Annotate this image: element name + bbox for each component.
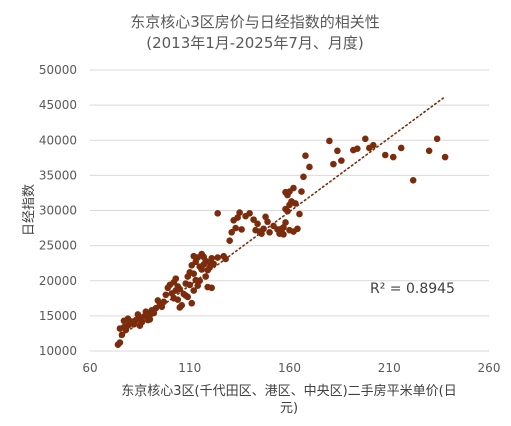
data-point: [389, 153, 397, 161]
x-tick-label: 210: [378, 361, 401, 375]
y-tick-label: 45000: [39, 98, 77, 112]
data-point: [354, 145, 361, 152]
data-point: [176, 304, 184, 311]
data-point: [202, 273, 210, 280]
data-point: [214, 254, 221, 261]
data-points: [114, 135, 449, 348]
data-point: [116, 339, 124, 346]
data-point: [296, 210, 303, 218]
data-point: [232, 224, 239, 232]
data-point: [292, 200, 299, 207]
data-point: [397, 144, 405, 152]
chart-title: 东京核心3区房价与日经指数的相关性: [130, 13, 380, 31]
data-point: [188, 299, 196, 307]
data-point: [433, 135, 441, 143]
data-point: [381, 151, 389, 159]
data-point: [192, 258, 200, 266]
chart-subtitle: (2013年1月-2025年7月、月度): [146, 34, 364, 52]
y-tick-label: 40000: [39, 133, 77, 147]
data-point: [266, 228, 273, 236]
r-squared-label: R² = 0.8945: [370, 281, 455, 297]
data-point: [369, 141, 377, 149]
data-point: [174, 296, 182, 304]
data-point: [250, 216, 257, 223]
x-tick-label: 110: [178, 361, 201, 375]
x-tick-label: 60: [82, 361, 97, 375]
data-point: [136, 322, 144, 330]
y-tick-label: 35000: [39, 168, 77, 182]
data-point: [210, 260, 217, 268]
data-point: [208, 284, 215, 292]
data-point: [425, 147, 433, 155]
data-point: [278, 225, 285, 233]
data-point: [186, 281, 194, 289]
data-point: [306, 163, 313, 171]
data-point: [160, 298, 168, 306]
data-point: [338, 157, 345, 164]
y-axis-label: 日经指数: [22, 184, 37, 236]
data-point: [294, 225, 301, 233]
data-point: [172, 275, 180, 282]
trendline: [119, 95, 446, 338]
data-point: [282, 205, 289, 213]
x-tick-label: 160: [278, 361, 301, 375]
data-point: [146, 316, 154, 323]
data-point: [282, 219, 289, 226]
data-point: [196, 277, 204, 285]
data-point: [300, 173, 307, 181]
data-point: [208, 254, 215, 262]
data-point: [236, 209, 243, 216]
x-axis-label-line1: 东京核心3区(千代田区、港区、中央区)二手房平米单价(日: [121, 383, 457, 399]
data-point: [182, 292, 190, 299]
data-point: [118, 331, 126, 339]
data-point: [226, 237, 233, 245]
data-point: [326, 137, 333, 145]
data-point: [176, 285, 184, 293]
x-axis-label-line2: 元): [280, 401, 298, 416]
data-point: [246, 210, 253, 217]
y-tick-label: 10000: [39, 344, 77, 358]
data-point: [334, 147, 341, 155]
data-point: [214, 210, 221, 217]
y-tick-label: 25000: [39, 239, 77, 253]
y-axis-ticks: 10000 15000 20000 25000 30000 35000 40000 45000…: [39, 63, 77, 358]
data-point: [222, 255, 229, 263]
data-point: [254, 220, 261, 228]
trendline-layer: [119, 95, 446, 338]
data-point: [228, 228, 235, 236]
data-point: [152, 304, 160, 312]
data-point: [196, 263, 204, 271]
y-tick-label: 50000: [39, 63, 77, 77]
data-point: [190, 270, 198, 278]
data-point: [302, 152, 309, 160]
data-point: [260, 225, 267, 233]
data-point: [409, 176, 417, 184]
data-point: [280, 231, 287, 238]
data-point: [162, 291, 170, 299]
data-point: [441, 153, 449, 161]
data-point: [298, 188, 305, 195]
y-tick-label: 20000: [39, 274, 77, 288]
x-tick-label: 260: [478, 361, 501, 375]
x-axis-ticks: 60 110 160 210 260: [82, 361, 500, 375]
data-point: [264, 218, 271, 226]
data-point: [362, 135, 369, 143]
data-point: [190, 252, 198, 260]
y-tick-label: 15000: [39, 309, 77, 323]
data-point: [190, 287, 198, 294]
data-point: [282, 188, 289, 196]
y-tick-label: 30000: [39, 204, 77, 218]
data-point: [238, 226, 245, 233]
data-point: [330, 160, 337, 168]
